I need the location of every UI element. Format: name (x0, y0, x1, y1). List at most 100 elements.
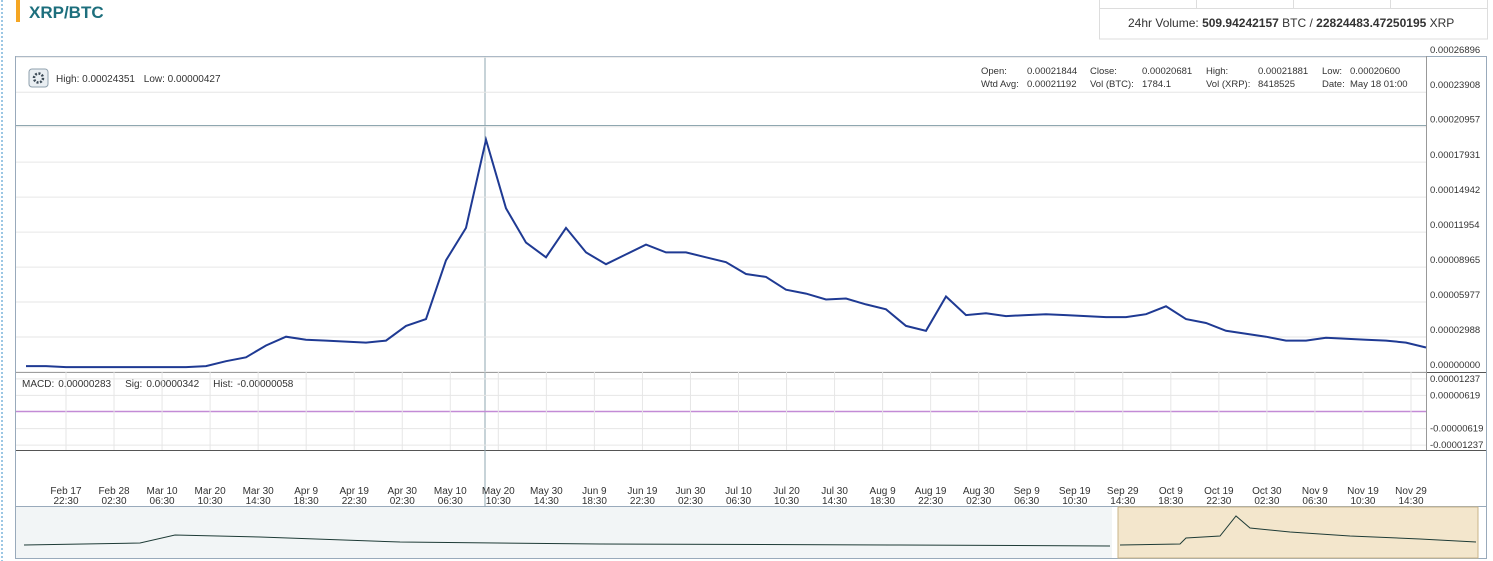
x-tick-label: 06:30 (1014, 496, 1039, 507)
settings-button[interactable] (28, 68, 49, 88)
ohlc-field: May 18 01:00 (1350, 79, 1408, 90)
volume-btc: 509.94242157 (1202, 16, 1279, 30)
volume-xrp-unit: XRP (1430, 16, 1455, 30)
x-tick-label: 14:30 (534, 496, 559, 507)
x-tick-label: Apr 9 (294, 486, 318, 497)
x-tick-label: Apr 19 (339, 486, 369, 497)
x-tick-label: 06:30 (438, 496, 463, 507)
ohlc-field: Vol (BTC): (1090, 79, 1134, 90)
low-value: 0.00000427 (168, 74, 221, 85)
x-tick-label: Oct 9 (1159, 486, 1183, 497)
y-tick-label: 0.00014942 (1430, 185, 1480, 196)
x-tick-label: Oct 30 (1252, 486, 1282, 497)
x-tick-label: Mar 20 (195, 486, 227, 497)
x-tick-label: 10:30 (486, 496, 511, 507)
x-tick-label: 22:30 (1206, 496, 1231, 507)
volume-line: 24hr Volume: 509.94242157 BTC / 22824483… (1128, 16, 1454, 30)
y-tick-label: -0.00001237 (1430, 440, 1483, 451)
x-tick-label: Nov 29 (1395, 486, 1427, 497)
y-tick-label: 0.00026896 (1430, 45, 1480, 56)
x-tick-label: Aug 30 (963, 486, 995, 497)
y-tick-label: 0.00011954 (1430, 220, 1480, 231)
x-tick-label: 10:30 (774, 496, 799, 507)
x-tick-label: 06:30 (1302, 496, 1327, 507)
x-tick-label: 14:30 (246, 496, 271, 507)
x-tick-label: 18:30 (294, 496, 319, 507)
x-tick-label: 14:30 (1110, 496, 1135, 507)
ohlc-field: Vol (XRP): (1206, 79, 1250, 90)
x-tick-label: Mar 10 (147, 486, 179, 497)
title-accent (16, 0, 20, 22)
navigator-track (16, 507, 1112, 558)
x-tick-label: Jul 20 (773, 486, 800, 497)
x-tick-label: 22:30 (342, 496, 367, 507)
ohlc-field: 0.00020600 (1350, 66, 1400, 77)
page-title: XRP/BTC (29, 3, 104, 22)
x-tick-label: 22:30 (630, 496, 655, 507)
x-tick-label: Jun 9 (582, 486, 607, 497)
x-tick-label: Mar 30 (243, 486, 275, 497)
ohlc-field: High: (1206, 66, 1228, 77)
range-info: High: 0.00024351 Low: 0.00000427 (56, 74, 221, 85)
x-tick-label: May 20 (482, 486, 515, 497)
x-tick-label: May 10 (434, 486, 467, 497)
navigator-line (23, 534, 1111, 547)
low-label: Low: (144, 74, 165, 85)
x-tick-label: 18:30 (582, 496, 607, 507)
y-tick-label: 0.00000000 (1430, 360, 1480, 371)
y-tick-label: 0.00005977 (1430, 290, 1480, 301)
macd-field: MACD: (22, 379, 54, 390)
ohlc-info: Open: 0.00021844 Close: 0.00020681 High: 0.00… (981, 66, 1408, 90)
x-tick-label: 02:30 (102, 496, 127, 507)
y-tick-label: 0.00008965 (1430, 255, 1480, 266)
y-tick-label: -0.00000619 (1430, 424, 1483, 435)
volume-xrp: 22824483.47250195 (1316, 16, 1426, 30)
x-tick-label: Jun 30 (675, 486, 705, 497)
ohlc-field: Wtd Avg: (981, 79, 1019, 90)
x-tick-label: Aug 9 (870, 486, 897, 497)
x-tick-label: 10:30 (1062, 496, 1087, 507)
ohlc-field: 1784.1 (1142, 79, 1171, 90)
x-tick-label: Apr 30 (388, 486, 418, 497)
ohlc-field: 0.00020681 (1142, 66, 1192, 77)
price-line (26, 135, 1427, 369)
x-tick-label: 06:30 (726, 496, 751, 507)
x-tick-label: 22:30 (53, 496, 78, 507)
x-tick-label: 02:30 (1254, 496, 1279, 507)
y-tick-label: 0.00023908 (1430, 80, 1480, 91)
x-tick-label: 14:30 (822, 496, 847, 507)
ohlc-field: 0.00021844 (1027, 66, 1077, 77)
y-tick-label: 0.00020957 (1430, 115, 1480, 126)
ohlc-field: Date: (1322, 79, 1345, 90)
high-value: 0.00024351 (82, 74, 135, 85)
x-tick-label: 06:30 (150, 496, 175, 507)
x-tick-label: Sep 9 (1014, 486, 1041, 497)
macd-field: Sig: (125, 379, 142, 390)
ohlc-field: Close: (1090, 66, 1117, 77)
ohlc-field: 8418525 (1258, 79, 1295, 90)
x-tick-label: Feb 17 (50, 486, 82, 497)
x-tick-label: Jul 30 (821, 486, 848, 497)
x-tick-label: 10:30 (198, 496, 223, 507)
x-tick-label: Sep 19 (1059, 486, 1091, 497)
ohlc-field: Low: (1322, 66, 1342, 77)
x-tick-label: Nov 9 (1302, 486, 1329, 497)
x-tick-label: Oct 19 (1204, 486, 1234, 497)
navigator-line (1119, 515, 1477, 546)
x-tick-label: Nov 19 (1347, 486, 1379, 497)
x-tick-label: 02:30 (390, 496, 415, 507)
x-tick-label: May 30 (530, 486, 563, 497)
x-tick-label: Jun 19 (627, 486, 657, 497)
x-tick-label: 22:30 (918, 496, 943, 507)
x-tick-label: 02:30 (678, 496, 703, 507)
ohlc-field: 0.00021881 (1258, 66, 1308, 77)
macd-field: 0.00000342 (146, 379, 199, 390)
x-tick-label: Feb 28 (98, 486, 130, 497)
macd-field: Hist: (213, 379, 233, 390)
ohlc-field: 0.00021192 (1027, 79, 1077, 90)
macd-info: MACD: 0.00000283 Sig: 0.00000342 Hist: -0.000… (22, 379, 294, 390)
x-tick-label: 10:30 (1350, 496, 1375, 507)
settings-icon (32, 72, 45, 84)
